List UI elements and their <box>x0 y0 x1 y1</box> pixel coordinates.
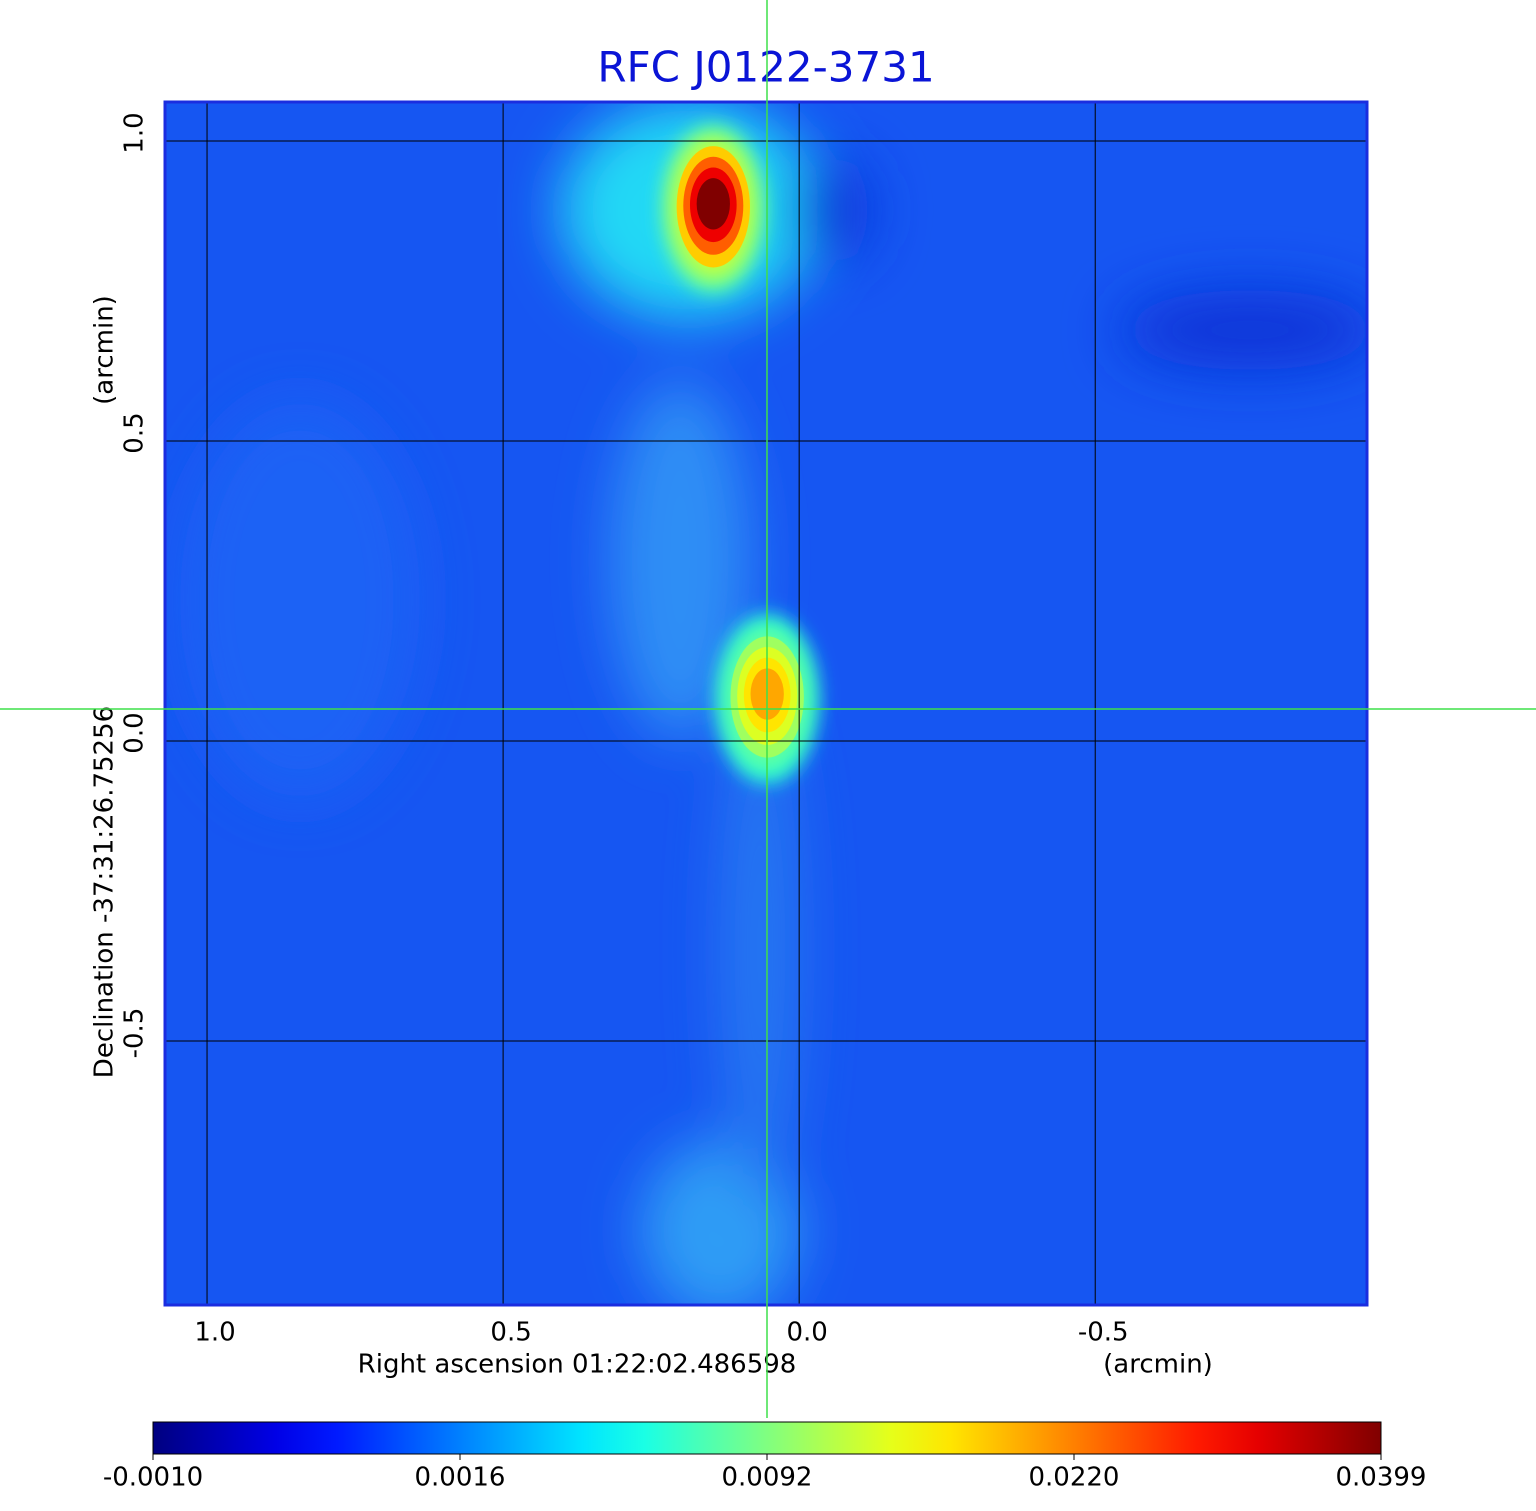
colorbar-tick-label: 0.0092 <box>722 1463 813 1493</box>
y-tick-label: 0.0 <box>120 712 150 753</box>
plot-area <box>165 102 1367 1305</box>
source <box>663 124 764 293</box>
colorbar-tick-label: 0.0220 <box>1029 1463 1120 1493</box>
colorbar-tick-label: -0.0010 <box>103 1463 203 1493</box>
image <box>165 102 1367 1305</box>
x-axis-unit: (arcmin) <box>1103 1350 1213 1380</box>
x-tick-label: 1.0 <box>194 1318 235 1348</box>
plot-frame <box>163 100 1369 1307</box>
y-tick-label: 1.0 <box>120 112 150 153</box>
y-axis-label: Declination -37:31:26.75256 <box>90 706 120 1078</box>
y-tick-label: 0.5 <box>120 412 150 453</box>
colorbar <box>152 1421 1382 1455</box>
y-tick-label: -0.5 <box>120 1008 150 1059</box>
source-contour <box>696 178 730 230</box>
colorbar-tick-label: 0.0399 <box>1336 1463 1427 1493</box>
x-tick-label: 0.5 <box>490 1318 531 1348</box>
x-tick-label: 0.0 <box>786 1318 827 1348</box>
colorbar-tick-label: 0.0016 <box>415 1463 506 1493</box>
y-axis-unit: (arcmin) <box>90 295 120 405</box>
chart-title: RFC J0122-3731 <box>597 43 934 92</box>
x-tick-label: -0.5 <box>1078 1318 1129 1348</box>
extended-emission <box>180 102 1367 1305</box>
x-axis-label: Right ascension 01:22:02.486598 <box>358 1350 797 1380</box>
